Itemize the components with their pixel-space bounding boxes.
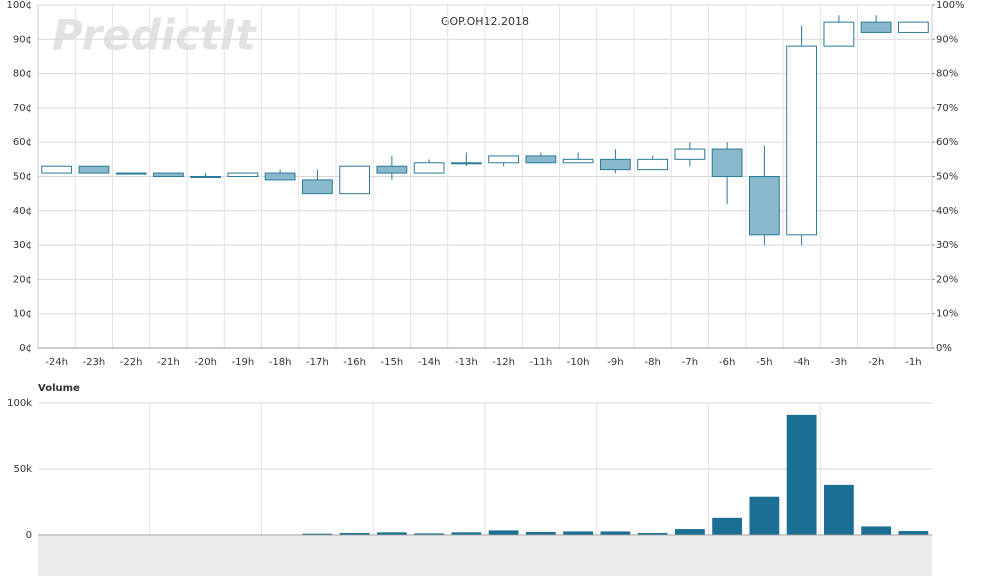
- x-tick-label: -4h: [793, 357, 809, 368]
- candle-body: [450, 162, 482, 165]
- bar: [302, 533, 333, 535]
- candle-body: [78, 165, 110, 174]
- x-tick-label: -18h: [269, 357, 292, 368]
- y-tick-label: 100k: [7, 398, 32, 409]
- y2-tick-label: 20%: [936, 274, 958, 285]
- y-tick-label: 50¢: [13, 172, 32, 183]
- y2-tick-label: 40%: [936, 206, 958, 217]
- y-tick-label: 80¢: [13, 69, 32, 80]
- bar: [823, 484, 854, 535]
- y2-tick-label: 60%: [936, 137, 958, 148]
- y2-tick-label: 0%: [936, 343, 952, 354]
- bar: [637, 533, 668, 535]
- candle-body: [637, 158, 669, 171]
- y2-tick-label: 100%: [936, 0, 965, 11]
- candle-body: [115, 172, 147, 175]
- x-tick-label: -7h: [682, 357, 698, 368]
- bar: [674, 529, 705, 535]
- y2-tick-label: 50%: [936, 172, 958, 183]
- bar: [786, 414, 817, 535]
- x-tick-label: -21h: [157, 357, 180, 368]
- candle-body: [525, 155, 557, 164]
- candle-body: [264, 172, 296, 181]
- navigator: [38, 536, 932, 576]
- bar: [376, 532, 407, 535]
- x-tick-label: -24h: [45, 357, 68, 368]
- candle-body: [413, 162, 445, 174]
- x-tick-label: -12h: [492, 357, 515, 368]
- y2-tick-label: 90%: [936, 34, 958, 45]
- y-tick-label: 40¢: [13, 206, 32, 217]
- x-tick-label: -9h: [607, 357, 623, 368]
- x-tick-label: -6h: [719, 357, 735, 368]
- x-tick-label: -10h: [567, 357, 590, 368]
- y-tick-label: 90¢: [13, 34, 32, 45]
- x-tick-label: -3h: [831, 357, 847, 368]
- x-tick-label: -5h: [756, 357, 772, 368]
- watermark: PredictIt: [52, 11, 258, 60]
- candle-body: [748, 176, 780, 236]
- bar: [414, 533, 445, 535]
- candle-body: [860, 21, 892, 33]
- x-tick-label: -2h: [868, 357, 884, 368]
- x-tick-label: -20h: [194, 357, 217, 368]
- bar: [339, 533, 370, 535]
- candle-body: [190, 176, 222, 178]
- bar: [712, 517, 743, 535]
- candle-body: [488, 155, 520, 164]
- candle-body: [599, 158, 631, 171]
- y-tick-label: 30¢: [13, 240, 32, 251]
- y2-tick-label: 10%: [936, 309, 958, 320]
- y-tick-label: 100¢: [7, 0, 32, 11]
- y2-tick-label: 70%: [936, 103, 958, 114]
- candle-body: [376, 165, 408, 174]
- x-tick-label: -8h: [644, 357, 660, 368]
- y-tick-label: 0: [26, 530, 32, 541]
- y-tick-label: 0¢: [19, 343, 32, 354]
- volume-title: Volume: [38, 383, 80, 394]
- y-tick-label: 60¢: [13, 137, 32, 148]
- bar: [563, 531, 594, 535]
- candle-body: [786, 45, 818, 236]
- x-tick-label: -17h: [306, 357, 329, 368]
- y-tick-label: 20¢: [13, 274, 32, 285]
- x-tick-label: -1h: [905, 357, 921, 368]
- x-tick-label: -13h: [455, 357, 478, 368]
- y-tick-label: 70¢: [13, 103, 32, 114]
- y-tick-label: 10¢: [13, 309, 32, 320]
- bar: [749, 496, 780, 535]
- candle-body: [562, 158, 594, 164]
- bar: [451, 532, 482, 535]
- y-tick-label: 50k: [13, 464, 32, 475]
- y2-tick-label: 80%: [936, 69, 958, 80]
- bar: [600, 531, 631, 535]
- candle-body: [301, 179, 333, 195]
- bar: [861, 526, 892, 535]
- x-tick-label: -14h: [418, 357, 441, 368]
- x-tick-label: -11h: [530, 357, 553, 368]
- bar: [898, 531, 929, 535]
- x-tick-label: -23h: [83, 357, 106, 368]
- x-tick-label: -16h: [343, 357, 366, 368]
- x-tick-label: -22h: [120, 357, 143, 368]
- x-tick-label: -15h: [381, 357, 404, 368]
- bar: [488, 530, 519, 535]
- candle-body: [711, 148, 743, 177]
- candle-body: [897, 21, 929, 33]
- bar: [525, 531, 556, 535]
- candle-body: [339, 165, 371, 195]
- candle-body: [823, 21, 855, 47]
- candle-body: [674, 148, 706, 160]
- candle-body: [41, 165, 73, 174]
- y2-tick-label: 30%: [936, 240, 958, 251]
- candle-body: [227, 172, 259, 178]
- candle-body: [152, 172, 184, 178]
- x-tick-label: -19h: [232, 357, 255, 368]
